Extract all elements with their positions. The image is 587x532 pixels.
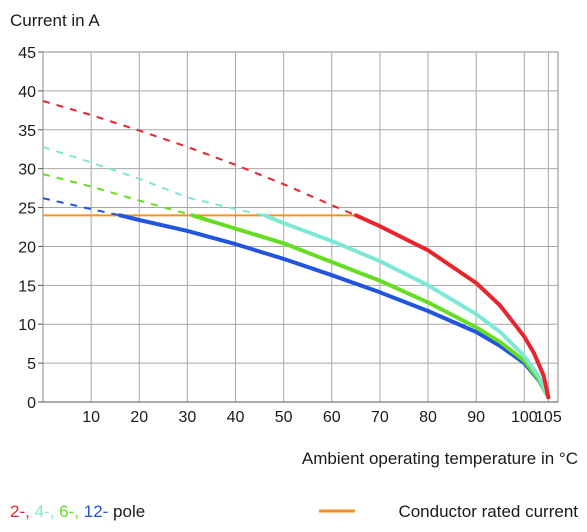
- x-tick-label: 80: [419, 409, 437, 426]
- plot-frame: [42, 51, 559, 403]
- series-2-pole-solid: [353, 213, 551, 400]
- legend-pole-text: 2-, 4-, 6-, 12- pole: [10, 502, 145, 521]
- x-tick-label: 20: [130, 409, 148, 426]
- series-6-pole-dashed: [42, 173, 193, 217]
- y-tick-label: 15: [18, 278, 36, 295]
- series-6-pole-solid: [190, 213, 551, 400]
- y-tick-label: 45: [18, 45, 36, 62]
- y-tick-label: 20: [18, 239, 36, 256]
- legend-rated-label: Conductor rated current: [398, 502, 578, 521]
- x-tick-label: 105: [535, 409, 562, 426]
- series-4-pole-solid: [262, 213, 551, 400]
- series-layer: [42, 100, 551, 400]
- y-tick-label: 25: [18, 201, 36, 218]
- x-axis-title: Ambient operating temperature in °C: [302, 449, 578, 468]
- y-tick-label: 5: [27, 356, 36, 373]
- series-4-pole-dashed: [42, 145, 265, 217]
- legend-pole-4: 4-,: [35, 502, 55, 521]
- y-tick-label: 30: [18, 162, 36, 179]
- x-tick-label: 10: [82, 409, 100, 426]
- legend-pole-12: 12-: [84, 502, 109, 521]
- x-tick-label: 100: [511, 409, 538, 426]
- x-tick-label: 90: [467, 409, 485, 426]
- series-12-pole-dashed: [42, 197, 121, 217]
- legend-pole-suffix: pole: [113, 502, 145, 521]
- grid-layer: [42, 51, 559, 403]
- legend: 2-, 4-, 6-, 12- pole Conductor rated curr…: [10, 502, 578, 521]
- y-tick-label: 35: [18, 123, 36, 140]
- x-tick-label: 50: [275, 409, 293, 426]
- y-tick-label: 0: [27, 395, 36, 412]
- x-tick-label: 40: [227, 409, 245, 426]
- legend-pole-2: 2-,: [10, 502, 30, 521]
- x-tick-label: 70: [371, 409, 389, 426]
- y-tick-label: 40: [18, 84, 36, 101]
- series-2-pole-dashed: [42, 100, 357, 217]
- legend-pole-6: 6-,: [59, 502, 79, 521]
- x-tick-label: 60: [323, 409, 341, 426]
- y-axis-title: Current in A: [10, 11, 100, 30]
- x-tick-label: 30: [178, 409, 196, 426]
- y-tick-label: 10: [18, 317, 36, 334]
